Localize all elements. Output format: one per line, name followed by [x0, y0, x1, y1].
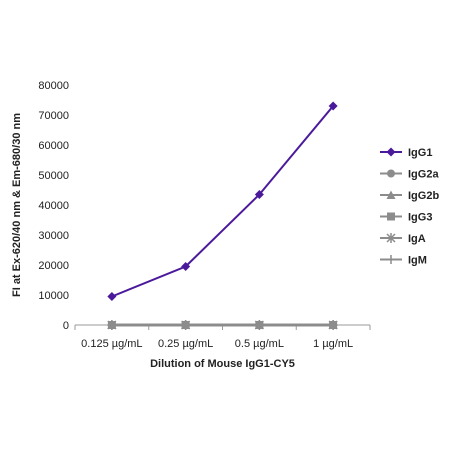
y-tick-label: 30000: [38, 230, 69, 242]
legend-label: IgG1: [408, 147, 432, 159]
y-tick-label: 70000: [38, 110, 69, 122]
legend-label: IgM: [408, 255, 427, 267]
legend-marker: [387, 169, 395, 178]
legend-item-iga: IgA: [380, 233, 426, 245]
legend-item-igg1: IgG1: [380, 147, 432, 159]
y-tick-label: 0: [63, 320, 69, 332]
x-tick-label: 0.5 µg/mL: [235, 338, 284, 350]
series-layer: [107, 101, 338, 330]
legend-item-igg2a: IgG2a: [380, 169, 439, 181]
legend-marker: [386, 255, 396, 264]
legend: IgG1 IgG2a IgG2b IgG3 IgA IgM: [380, 147, 439, 267]
data-point: [107, 292, 117, 301]
data-point: [255, 321, 264, 329]
data-point: [181, 262, 191, 271]
x-axis-ticks: 0.125 µg/mL 0.25 µg/mL 0.5 µg/mL 1 µg/mL: [74, 325, 371, 350]
data-point: [329, 321, 338, 329]
data-point: [181, 321, 190, 329]
y-tick-label: 60000: [38, 140, 69, 152]
legend-marker: [387, 212, 395, 221]
legend-marker: [386, 190, 396, 199]
x-axis-title: Dilution of Mouse IgG1-CY5: [150, 358, 295, 370]
series-igg2a: [107, 321, 338, 329]
x-tick-label: 1 µg/mL: [313, 338, 353, 350]
legend-marker: [386, 233, 396, 243]
y-tick-label: 50000: [38, 170, 69, 182]
legend-item-igg3: IgG3: [380, 212, 432, 224]
data-point: [328, 101, 338, 111]
legend-label: IgG2b: [408, 190, 439, 202]
legend-marker: [386, 147, 396, 157]
legend-label: IgG3: [408, 212, 432, 224]
x-tick-label: 0.25 µg/mL: [158, 338, 213, 350]
y-axis-ticks: 0 10000 20000 30000 40000 50000 60000 70000 8000…: [38, 80, 69, 332]
series-line: [111, 105, 334, 298]
legend-item-igm: IgM: [380, 255, 427, 267]
series-igg1: [107, 101, 338, 301]
y-tick-label: 20000: [38, 260, 69, 272]
y-tick-label: 10000: [38, 290, 69, 302]
data-point: [107, 321, 116, 329]
legend-item-igg2b: IgG2b: [380, 190, 439, 202]
data-point: [254, 190, 264, 199]
y-tick-label: 80000: [38, 80, 69, 92]
x-tick-label: 0.125 µg/mL: [81, 338, 142, 350]
legend-label: IgG2a: [408, 169, 439, 181]
y-axis-title: FI at Ex-620/40 nm & Em-680/30 nm: [11, 113, 23, 297]
legend-label: IgA: [408, 233, 426, 245]
y-tick-label: 40000: [38, 200, 69, 212]
